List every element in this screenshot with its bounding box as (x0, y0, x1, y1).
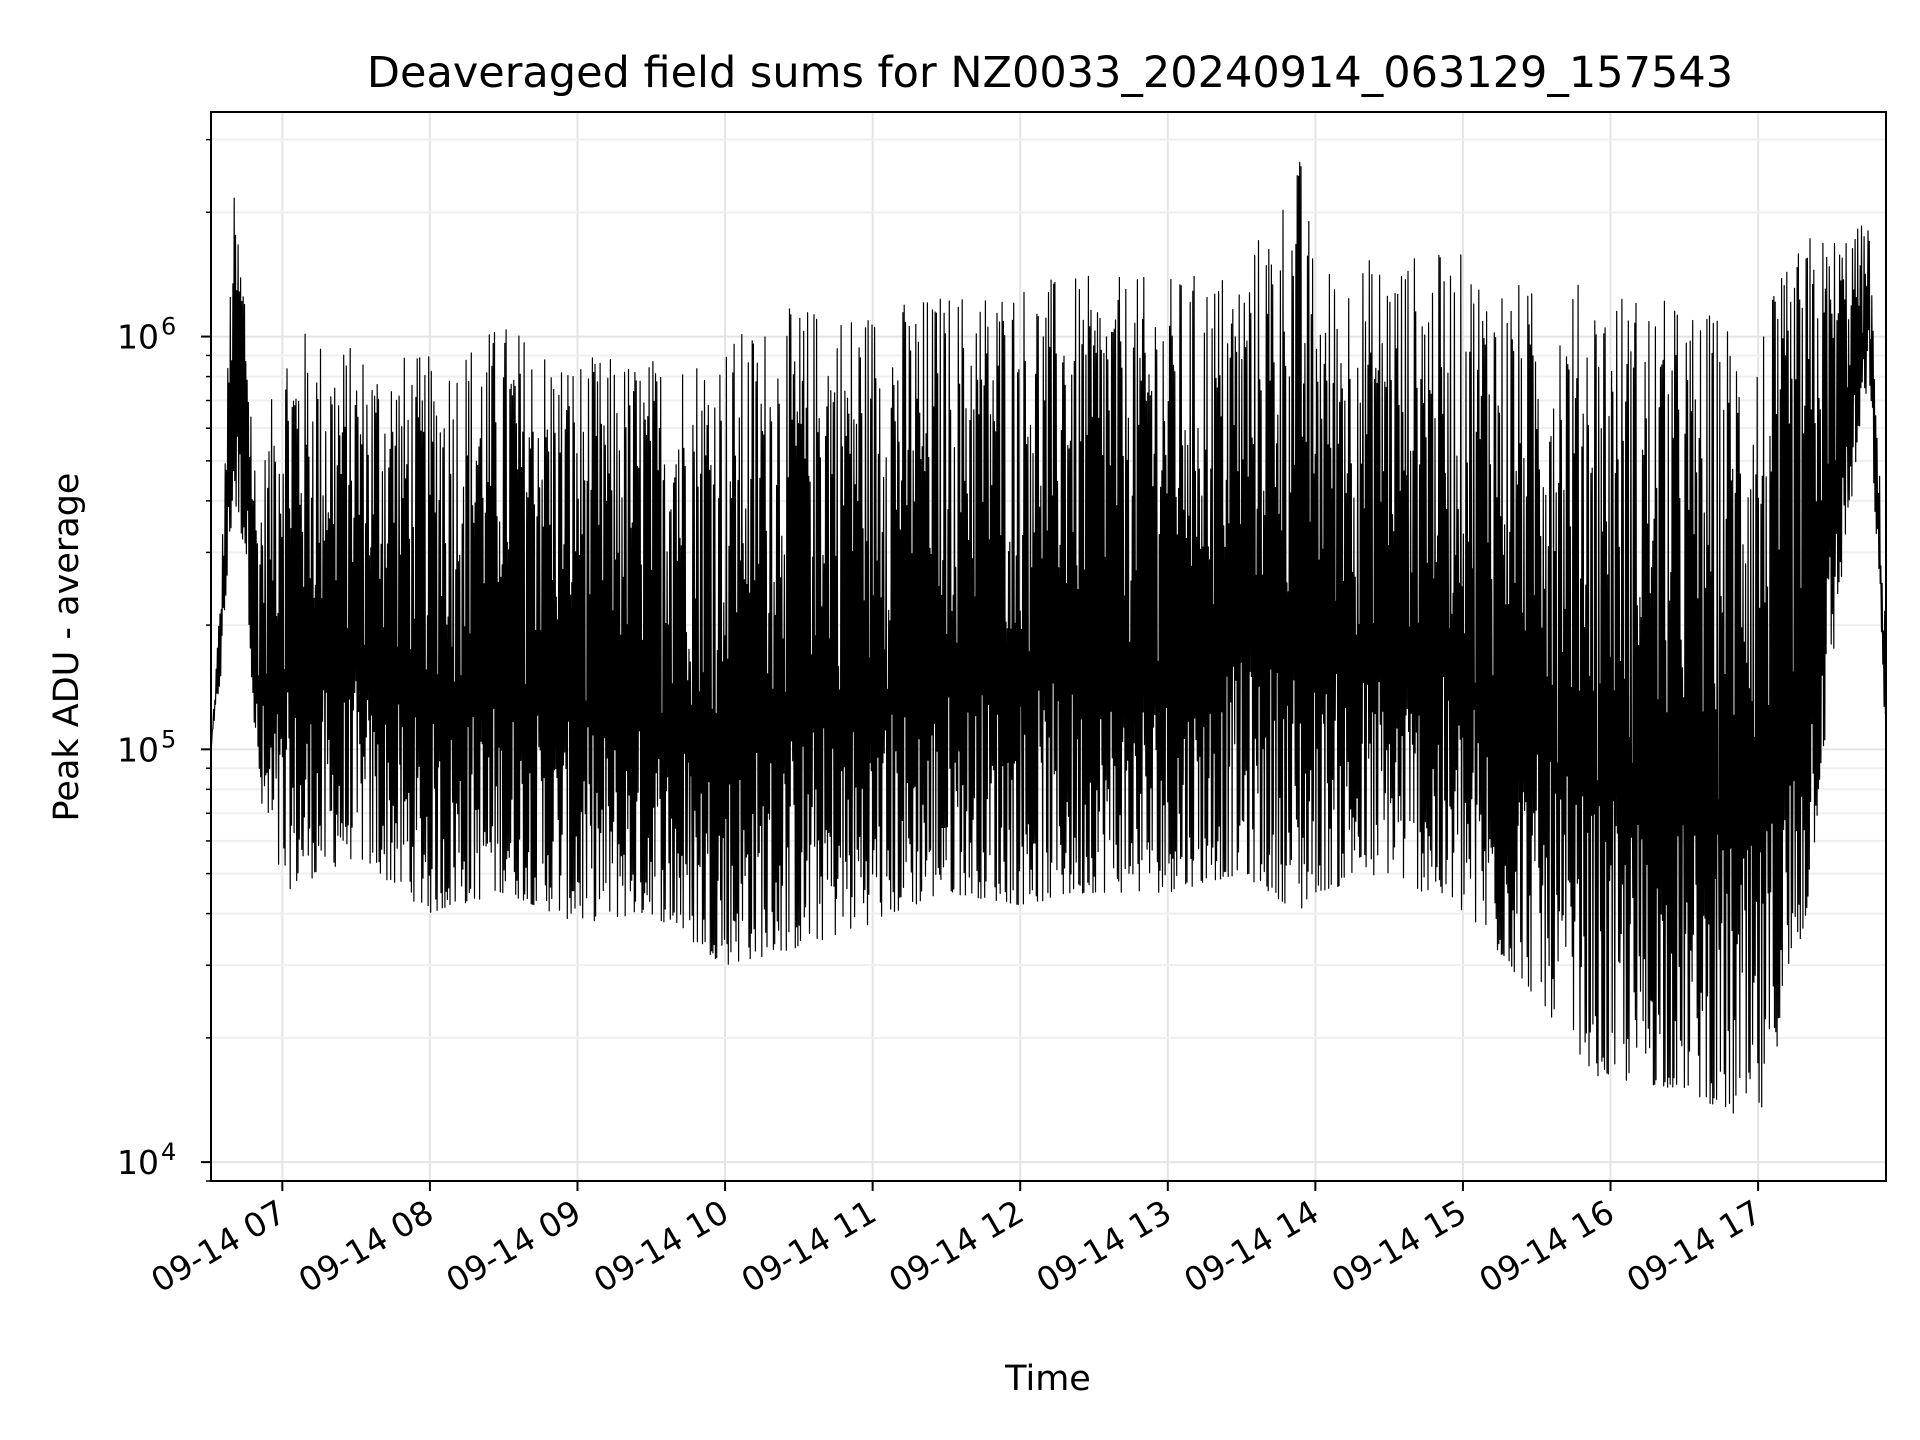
y-tick-exponent: 5 (161, 725, 176, 753)
plot-frame (210, 111, 1887, 1182)
series-line (211, 161, 1886, 1114)
series-layer (211, 161, 1886, 1114)
y-tick-exponent: 4 (161, 1138, 176, 1166)
y-tick-label: 10 4 (117, 1138, 176, 1182)
y-axis-label: Peak ADU - average (47, 473, 87, 822)
y-tick-base: 10 (117, 730, 159, 769)
y-tick-label: 10 6 (117, 313, 176, 357)
y-tick-base: 10 (117, 1143, 159, 1182)
y-tick-exponent: 6 (161, 313, 176, 341)
x-axis-label: Time (1004, 1359, 1091, 1399)
chart-title: Deaveraged field sums for NZ0033_2024091… (367, 48, 1733, 98)
y-tick-label: 10 5 (117, 725, 176, 769)
y-tick-base: 10 (117, 318, 159, 357)
